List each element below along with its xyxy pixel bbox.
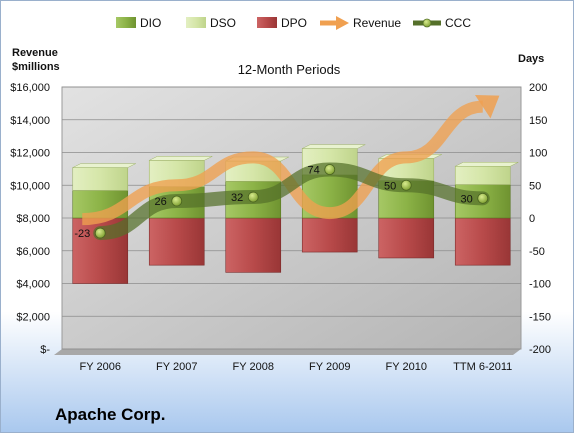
ccc-marker: [324, 164, 336, 175]
revenue-arrowhead: [475, 94, 500, 119]
right-axis-title: Days: [518, 53, 544, 65]
right-axis-tick-label: 200: [529, 82, 547, 94]
bar-dpo: [301, 217, 358, 253]
left-axis-tick-label: $6,000: [16, 246, 50, 258]
legend-item-dpo: DPO: [257, 16, 307, 30]
ccc-data-label: 30: [461, 193, 473, 205]
bar-dpo: [148, 217, 205, 266]
left-axis-tick-label: $-: [40, 344, 50, 356]
bar-dso: [454, 165, 511, 185]
legend-item-revenue: Revenue: [320, 16, 401, 30]
left-axis-tick-label: $10,000: [10, 180, 50, 192]
legend-label-dio: DIO: [140, 16, 161, 30]
left-axis-ticks: $- $2,000 $4,000 $6,000 $8,000 $10,000 $12,000…: [10, 82, 50, 356]
legend: DIO DSO DPO Revenue CCC: [116, 16, 471, 30]
legend-marker-ccc: [422, 18, 432, 28]
left-axis-tick-label: $2,000: [16, 311, 50, 323]
ccc-series: -23 26 32 74 50 30: [74, 162, 490, 241]
legend-label-dpo: DPO: [281, 16, 307, 30]
legend-label-dso: DSO: [210, 16, 236, 30]
bar-stack: [454, 162, 519, 266]
ccc-marker: [171, 195, 183, 207]
right-axis-tick-label: -50: [529, 246, 545, 258]
right-axis-tick-label: 50: [529, 180, 541, 192]
x-axis-tick-label: FY 2007: [156, 361, 197, 373]
bar-top: [455, 162, 519, 167]
x-axis-ticks: FY 2006 FY 2007 FY 2008 FY 2009 FY 2010 TTM 6…: [80, 361, 513, 373]
legend-arrow-revenue: [336, 16, 349, 30]
ccc-marker: [400, 179, 412, 191]
right-axis-tick-label: -200: [529, 344, 551, 356]
left-axis-tick-label: $4,000: [16, 279, 50, 291]
right-axis-tick-label: 150: [529, 115, 547, 127]
left-axis-tick-label: $14,000: [10, 115, 50, 127]
company-name: Apache Corp.: [55, 405, 166, 424]
x-axis-tick-label: FY 2010: [386, 361, 427, 373]
gridlines: [62, 86, 521, 350]
right-axis-tick-label: 0: [529, 213, 535, 225]
chart-title: 12-Month Periods: [238, 62, 341, 77]
x-axis-tick-label: FY 2009: [309, 361, 350, 373]
left-axis-tick-label: $16,000: [10, 82, 50, 94]
x-axis-tick-label: FY 2006: [80, 361, 121, 373]
right-axis-tick-label: -100: [529, 279, 551, 291]
bar-dso: [72, 167, 129, 191]
left-axis-tick-label: $8,000: [16, 213, 50, 225]
bar-dpo: [225, 217, 282, 273]
bar-dpo: [454, 217, 511, 266]
legend-item-dio: DIO: [116, 16, 161, 30]
ccc-line: [93, 162, 490, 241]
ccc-data-label: 26: [155, 196, 167, 208]
ccc-marker: [477, 192, 489, 204]
ccc-data-label: 50: [384, 180, 396, 192]
right-axis-tick-label: 100: [529, 148, 547, 160]
bar-top: [149, 156, 213, 161]
ccc-marker: [94, 227, 106, 239]
left-axis-title-line2: $millions: [12, 61, 60, 73]
plot-floor: [54, 349, 521, 355]
ccc-data-label: 74: [308, 165, 320, 177]
right-axis-ticks: -200 -150 -100 -50 0 50 100 150 200: [529, 82, 551, 356]
x-axis-tick-label: TTM 6-2011: [453, 361, 512, 373]
legend-item-dso: DSO: [186, 16, 236, 30]
legend-swatch-dio: [116, 17, 136, 28]
bar-dpo: [378, 217, 435, 259]
right-axis-tick-label: -150: [529, 311, 551, 323]
ccc-data-label: -23: [74, 228, 90, 240]
legend-item-ccc: CCC: [413, 16, 471, 30]
x-axis-tick-label: FY 2008: [233, 361, 274, 373]
bar-top: [302, 144, 366, 149]
legend-swatch-dso: [186, 17, 206, 28]
ccc-marker: [247, 191, 259, 203]
legend-label-ccc: CCC: [445, 16, 471, 30]
legend-swatch-dpo: [257, 17, 277, 28]
bar-top: [72, 163, 136, 168]
left-axis-tick-label: $12,000: [10, 148, 50, 160]
left-axis-title-line1: Revenue: [12, 47, 58, 59]
legend-label-revenue: Revenue: [353, 16, 401, 30]
ccc-data-label: 32: [231, 192, 243, 204]
